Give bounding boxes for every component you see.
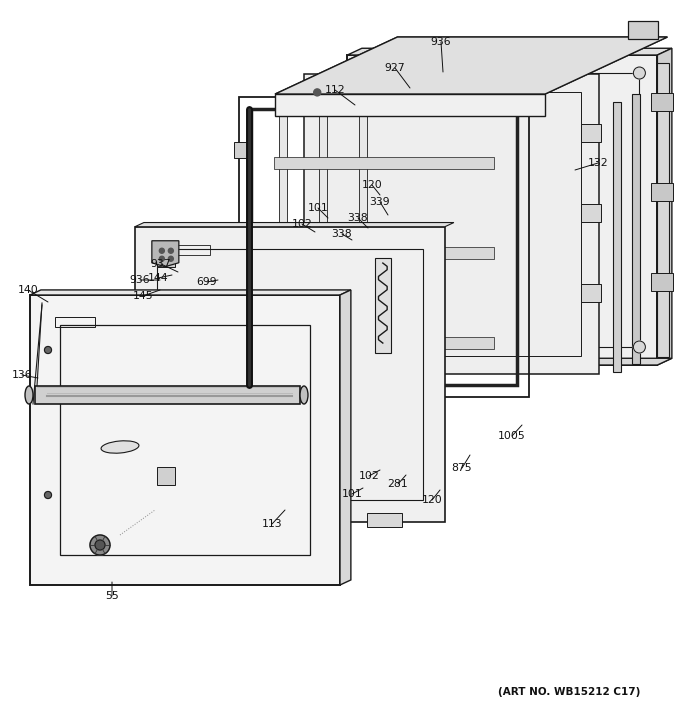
Circle shape: [360, 67, 371, 79]
Text: 338: 338: [332, 229, 352, 239]
Polygon shape: [275, 94, 545, 116]
Text: (ART NO. WB15212 C17): (ART NO. WB15212 C17): [498, 687, 640, 697]
Text: 338: 338: [347, 213, 369, 223]
Ellipse shape: [101, 441, 139, 453]
Polygon shape: [658, 63, 669, 357]
Ellipse shape: [300, 386, 308, 404]
Polygon shape: [632, 94, 640, 364]
Polygon shape: [217, 513, 252, 527]
Text: 145: 145: [133, 291, 153, 301]
Text: 120: 120: [362, 180, 382, 190]
Polygon shape: [651, 274, 673, 291]
Text: 102: 102: [292, 219, 312, 229]
Polygon shape: [319, 112, 327, 382]
Polygon shape: [296, 513, 332, 527]
Polygon shape: [157, 467, 175, 485]
Circle shape: [633, 67, 645, 79]
Text: 102: 102: [358, 471, 379, 481]
Polygon shape: [347, 358, 672, 365]
Circle shape: [169, 256, 173, 261]
Polygon shape: [274, 337, 494, 349]
Polygon shape: [274, 157, 494, 169]
Text: 699: 699: [197, 277, 218, 287]
Text: 101: 101: [307, 203, 328, 213]
Polygon shape: [628, 21, 658, 39]
Polygon shape: [581, 204, 600, 222]
Polygon shape: [135, 222, 454, 227]
Circle shape: [159, 256, 165, 261]
Text: 936: 936: [430, 37, 452, 47]
Text: 936: 936: [130, 275, 150, 285]
Circle shape: [44, 492, 52, 499]
Polygon shape: [30, 295, 340, 585]
Polygon shape: [347, 49, 672, 55]
Circle shape: [313, 89, 321, 96]
Polygon shape: [581, 124, 600, 142]
Polygon shape: [234, 143, 248, 159]
Polygon shape: [135, 227, 445, 522]
Text: 112: 112: [324, 85, 345, 95]
Polygon shape: [157, 249, 175, 266]
Text: 875: 875: [452, 463, 473, 473]
Polygon shape: [581, 284, 600, 302]
Circle shape: [169, 248, 173, 253]
Polygon shape: [303, 74, 598, 374]
Circle shape: [44, 347, 52, 353]
Polygon shape: [367, 513, 402, 527]
Text: 136: 136: [12, 370, 33, 380]
Polygon shape: [234, 237, 248, 253]
Circle shape: [95, 540, 105, 550]
Polygon shape: [347, 55, 658, 365]
Polygon shape: [613, 103, 622, 372]
Text: 937: 937: [151, 259, 171, 269]
Text: 281: 281: [388, 479, 408, 489]
Circle shape: [633, 341, 645, 353]
Ellipse shape: [25, 386, 33, 404]
Polygon shape: [275, 37, 667, 94]
Polygon shape: [274, 248, 494, 259]
Text: 120: 120: [422, 495, 443, 505]
Polygon shape: [375, 258, 391, 353]
Polygon shape: [651, 183, 673, 201]
Polygon shape: [651, 93, 673, 111]
Text: 1005: 1005: [498, 431, 526, 441]
Circle shape: [159, 248, 165, 253]
Polygon shape: [234, 327, 248, 343]
Polygon shape: [359, 112, 367, 382]
Text: 140: 140: [18, 285, 38, 295]
Text: 339: 339: [370, 197, 390, 207]
Text: 144: 144: [148, 273, 169, 283]
Text: 55: 55: [105, 591, 119, 601]
Polygon shape: [152, 241, 179, 266]
Polygon shape: [30, 290, 351, 295]
Polygon shape: [35, 386, 300, 404]
Polygon shape: [658, 49, 672, 365]
Polygon shape: [275, 37, 667, 94]
Text: 132: 132: [588, 158, 609, 168]
Text: 101: 101: [341, 489, 362, 499]
Polygon shape: [340, 290, 351, 585]
Circle shape: [360, 341, 371, 353]
Polygon shape: [279, 112, 287, 382]
Circle shape: [90, 535, 110, 555]
Text: 113: 113: [262, 519, 282, 529]
Text: 927: 927: [385, 63, 405, 73]
